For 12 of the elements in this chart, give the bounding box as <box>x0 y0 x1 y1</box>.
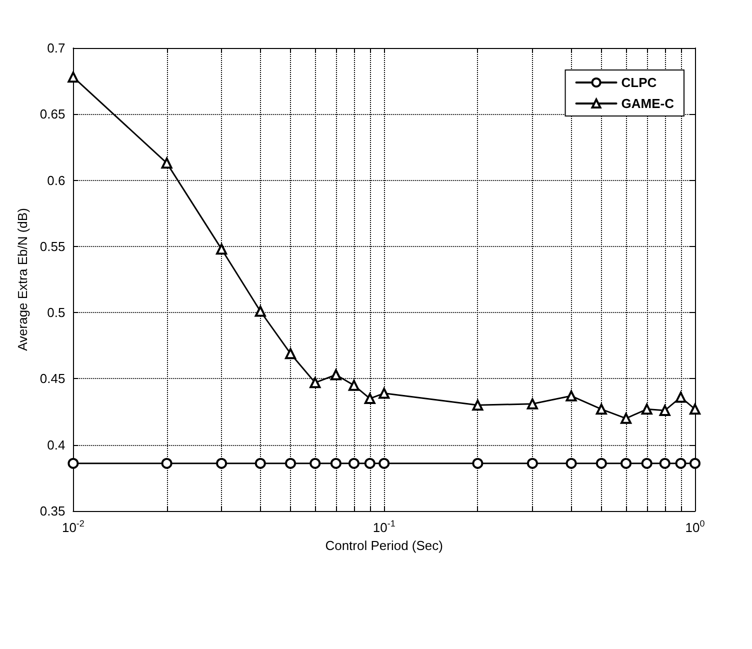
y-tick-label: 0.55 <box>40 238 66 254</box>
y-tick-label: 0.6 <box>47 172 66 188</box>
legend-label: GAME-C <box>621 96 675 111</box>
y-tick-label: 0.45 <box>40 371 66 386</box>
y-tick-label: 0.65 <box>40 106 66 122</box>
y-axis-title: Average Extra Eb/N (dB) <box>15 208 30 351</box>
y-tick-label: 0.35 <box>40 504 66 518</box>
y-tick-label: 0.7 <box>47 40 66 56</box>
y-tick-label: 0.5 <box>47 305 66 320</box>
legend-label: CLPC <box>621 75 658 90</box>
y-tick-label: 0.4 <box>47 437 66 452</box>
x-axis-title: Control Period (Sec) <box>325 538 443 553</box>
